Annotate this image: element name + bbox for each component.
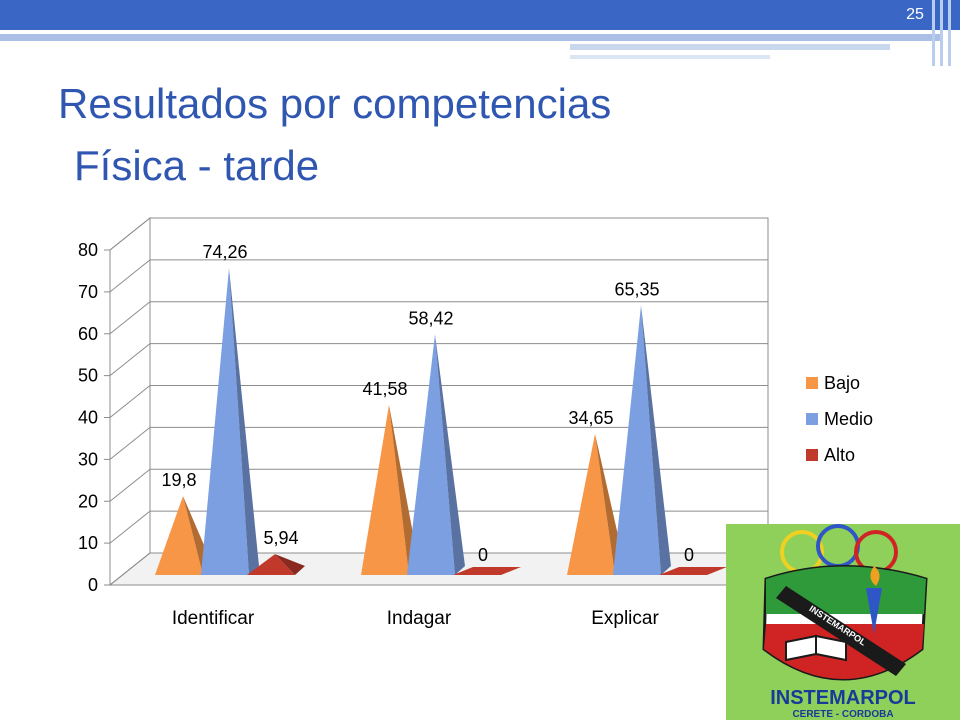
bar-side: [435, 334, 465, 575]
bar-medio: [407, 334, 465, 575]
logo-location: CERETE - CORDOBA: [792, 709, 893, 720]
legend-swatch: [806, 377, 818, 389]
y-tick-label: 30: [78, 449, 98, 469]
gridline: [109, 217, 768, 251]
gridline: [109, 552, 768, 586]
chart-bars: [155, 268, 727, 575]
bar-face: [407, 334, 455, 575]
bar-face: [361, 404, 409, 575]
category-label: Identificar: [172, 608, 255, 629]
y-tick-label: 40: [78, 408, 98, 428]
legend-swatch: [806, 449, 818, 461]
header-bar-main: [0, 0, 960, 30]
chart-grid: [108, 216, 770, 587]
gridline: [109, 259, 768, 293]
bar-side: [389, 404, 419, 575]
bar-side: [229, 268, 259, 575]
x-axis-categories: Identificar Indagar Explicar: [172, 608, 660, 629]
bar-alto: [659, 567, 727, 575]
gridline: [109, 426, 768, 460]
gridline: [109, 343, 768, 377]
bar-face: [659, 567, 727, 575]
data-label: 41,58: [362, 379, 407, 399]
school-logo: INSTEMARPOL INSTEMARPOL CERETE - CORDOBA: [726, 524, 960, 720]
bar-alto: [453, 567, 521, 575]
category-label: Explicar: [591, 608, 659, 629]
bar-face: [567, 433, 615, 575]
header-bar-secondary: [0, 34, 940, 41]
data-label: 0: [478, 545, 488, 565]
y-tick-label: 80: [78, 240, 98, 260]
legend-entry: Bajo: [824, 373, 860, 393]
bar-face: [453, 567, 521, 575]
legend-entry: Alto: [824, 445, 855, 465]
slide-header-decoration: 25: [0, 0, 960, 70]
data-labels: 19,8 74,26 5,94 41,58 58,42 0 34,65 65,35 0: [161, 242, 694, 565]
pyramid-bar-chart: 0 10 20 30 40 50 60 70 80 19,8 74,26 5,94 41,58 58,4…: [78, 216, 873, 629]
data-label: 34,65: [568, 408, 613, 428]
gridline: [109, 510, 768, 544]
data-label: 74,26: [202, 242, 247, 262]
bar-face: [613, 305, 661, 575]
bar-side: [275, 554, 305, 575]
bar-face: [155, 496, 203, 575]
data-label: 65,35: [614, 279, 659, 299]
bar-medio: [613, 305, 671, 575]
header-vertical-bars: [928, 0, 960, 66]
y-tick-label: 20: [78, 491, 98, 511]
gridline: [109, 385, 768, 418]
header-bar-accent: [570, 44, 890, 50]
legend-swatch: [806, 413, 818, 425]
bar-alto: [247, 554, 305, 575]
category-label: Indagar: [387, 608, 452, 629]
y-tick-label: 70: [78, 282, 98, 302]
y-tick-label: 60: [78, 324, 98, 344]
y-axis-ticks: 0 10 20 30 40 50 60 70 80: [78, 240, 111, 595]
bar-side: [641, 305, 671, 575]
data-label: 0: [684, 545, 694, 565]
y-tick-label: 10: [78, 533, 98, 553]
data-label: 58,42: [408, 308, 453, 328]
bar-medio: [201, 268, 259, 575]
header-bar-accent-thin: [570, 55, 770, 59]
y-tick-label: 0: [88, 575, 98, 595]
legend-entry: Medio: [824, 409, 873, 429]
bar-face: [247, 554, 295, 575]
gridline: [109, 301, 768, 335]
gridline: [109, 468, 768, 502]
logo-school-name: INSTEMARPOL: [770, 687, 916, 709]
slide-title: Resultados por competencias: [58, 80, 612, 127]
data-label: 5,94: [263, 528, 298, 548]
chart-legend: Bajo Medio Alto: [806, 373, 873, 465]
y-tick-label: 50: [78, 366, 98, 386]
bar-face: [201, 268, 249, 575]
bar-bajo: [361, 404, 419, 575]
data-label: 19,8: [161, 470, 196, 490]
slide-subtitle: Física - tarde: [74, 142, 320, 189]
slide-number: 25: [906, 6, 924, 23]
